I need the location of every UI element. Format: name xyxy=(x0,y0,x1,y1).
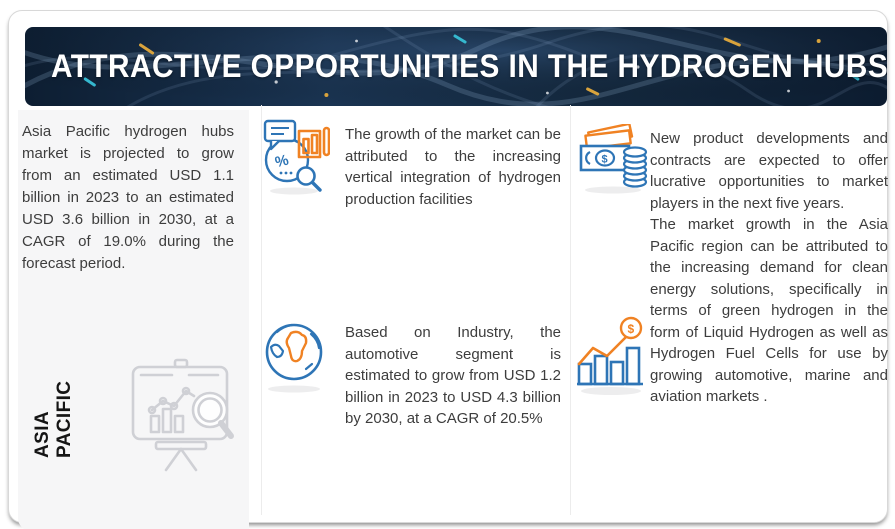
page-title: ATTRACTIVE OPPORTUNITIES IN THE HYDROGEN… xyxy=(51,48,887,84)
network-background xyxy=(25,27,887,106)
market-analysis-icon: % xyxy=(263,119,330,195)
column-divider-left xyxy=(261,105,262,515)
growth-bars-dollar-icon: $ xyxy=(577,316,643,395)
svg-text:%: % xyxy=(273,152,290,172)
header-banner: ATTRACTIVE OPPORTUNITIES IN THE HYDROGEN… xyxy=(25,27,887,106)
opportunity-text-4: The market growth in the Asia Pacific re… xyxy=(650,216,888,405)
region-label: ASIA PACIFIC xyxy=(32,380,75,458)
opportunity-text-3: New product developments and contracts a… xyxy=(650,130,888,212)
globe-icon xyxy=(265,323,323,393)
region-summary: Asia Pacific hydrogen hubs market is pro… xyxy=(22,123,234,272)
banknotes-coins-icon: $ xyxy=(579,124,648,194)
opportunity-text-2: Based on Industry, the automotive segmen… xyxy=(345,324,561,427)
chart-presentation-magnifier-icon xyxy=(131,358,234,472)
column-divider-right xyxy=(570,105,571,515)
right-column-text: New product developments and contracts a… xyxy=(650,128,888,408)
svg-text:$: $ xyxy=(628,322,635,336)
region-panel xyxy=(18,110,249,529)
opportunity-text-1: The growth of the market can be attribut… xyxy=(345,126,561,208)
svg-text:$: $ xyxy=(602,154,608,166)
infographic-card: ATTRACTIVE OPPORTUNITIES IN THE HYDROGEN… xyxy=(8,10,888,529)
